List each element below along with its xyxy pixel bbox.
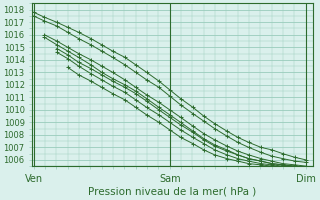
X-axis label: Pression niveau de la mer( hPa ): Pression niveau de la mer( hPa ) xyxy=(88,187,257,197)
